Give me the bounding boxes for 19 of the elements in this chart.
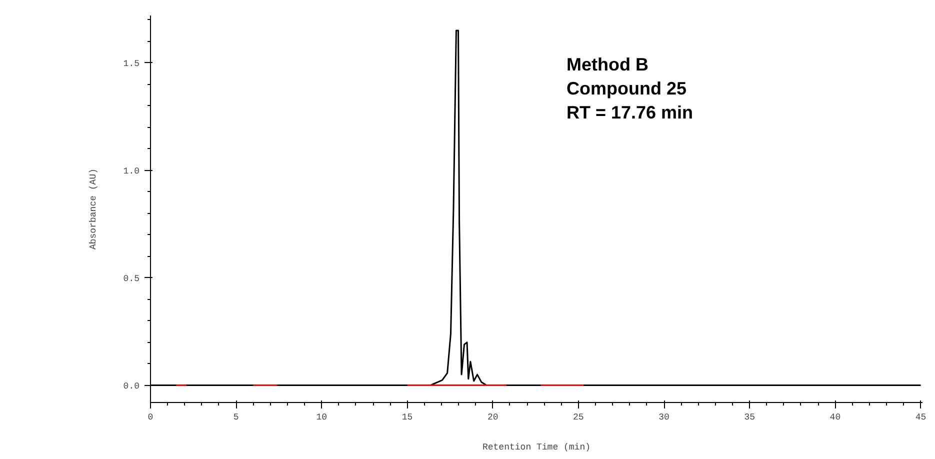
x-tick-label: 40 <box>830 412 841 422</box>
y-tick-label: 0.0 <box>123 381 140 392</box>
annotation: Method B <box>566 54 648 74</box>
x-tick-label: 45 <box>915 412 926 422</box>
x-tick-label: 0 <box>148 412 154 422</box>
x-tick-label: 25 <box>573 412 584 422</box>
x-tick-label: 10 <box>316 412 328 422</box>
x-tick-label: 20 <box>487 412 498 422</box>
x-tick-label: 35 <box>744 412 756 422</box>
y-tick-label: 1.0 <box>123 166 140 176</box>
x-tick-label: 5 <box>233 412 239 422</box>
x-tick-label: 15 <box>402 412 413 422</box>
x-tick-label: 30 <box>658 412 670 422</box>
annotation: RT = 17.76 min <box>566 102 694 122</box>
y-axis-title: Absorbance (AU) <box>88 168 98 250</box>
y-tick-label: 0.5 <box>123 274 140 284</box>
y-tick-label: 1.5 <box>123 58 140 69</box>
x-axis-title: Retention Time (min) <box>482 442 591 452</box>
annotation: Compound 25 <box>566 78 686 98</box>
